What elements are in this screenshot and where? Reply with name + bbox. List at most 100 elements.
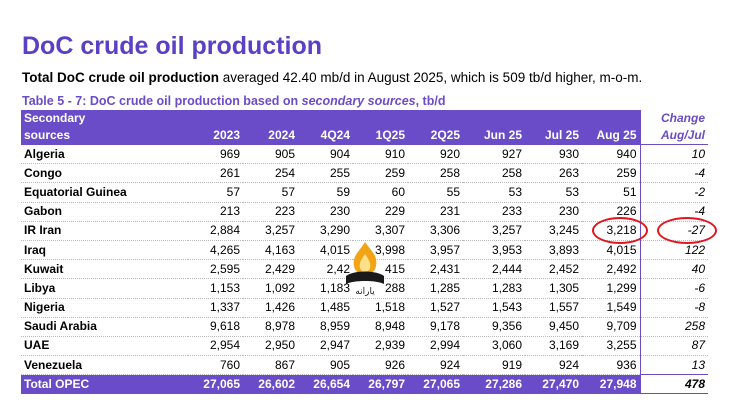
header-col: 2023 [188,127,243,145]
header-blank [582,110,640,127]
value-cell: 254 [243,163,298,184]
value-cell: 231 [408,202,463,222]
country-name: Gabon [21,202,188,222]
header-col: 1Q25 [353,127,408,145]
value-cell: 27,065 [408,374,463,394]
value-cell: 924 [408,355,463,376]
value-cell: 760 [188,355,243,376]
change-cell: 10 [639,144,708,165]
table-row: Venezuela 760 867 905 926 924 919 924 936 13 [21,355,708,376]
value-cell: 2,884 [188,221,243,241]
value-cell: 3,893 [525,240,582,261]
header-change: Change [639,110,708,127]
summary-bold: Total DoC crude oil production [22,70,219,85]
table-row: Nigeria 1,337 1,426 1,485 1,518 1,527 1,543 1,5… [21,298,708,318]
header-col: Jun 25 [463,127,525,145]
table-caption: Table 5 - 7: DoC crude oil production ba… [22,93,445,109]
value-cell: 905 [243,144,298,165]
value-cell: 9,450 [525,317,582,337]
country-name: Nigeria [21,298,188,318]
watermark-logo: یارانه [346,242,384,297]
value-cell: 9,356 [463,317,525,337]
header-row-1: Secondary Change [21,110,708,127]
country-name: Kuwait [21,259,188,280]
value-cell: 27,286 [463,374,525,394]
value-cell: 1,485 [298,298,353,318]
value-cell: 51 [582,182,640,203]
value-cell: 1,527 [408,298,463,318]
value-cell: 2,939 [353,336,408,357]
value-cell: 223 [243,202,298,222]
change-cell: -6 [639,278,708,299]
value-cell: 905 [298,355,353,376]
value-cell: 920 [408,144,463,165]
value-cell: 1,092 [243,278,298,299]
country-name: UAE [21,336,188,357]
value-cell: 1,543 [463,298,525,318]
value-cell: 3,257 [463,221,525,241]
change-cell: -4 [639,163,708,184]
value-cell: 1,183 [298,278,353,299]
value-cell: 8,978 [243,317,298,337]
change-cell: 87 [639,336,708,357]
value-cell: 2,954 [188,336,243,357]
value-cell: 2,492 [582,259,640,280]
value-cell: 4,163 [243,240,298,261]
value-cell: 27,948 [582,374,640,394]
value-cell: 255 [298,163,353,184]
logo-text: یارانه [355,287,375,297]
value-cell: 1,305 [525,278,582,299]
value-cell: 27,470 [525,374,582,394]
country-name: Total OPEC [21,374,188,394]
value-cell: 57 [243,182,298,203]
value-cell: 263 [525,163,582,184]
value-cell: 259 [353,163,408,184]
header-blank [353,110,408,127]
header-blank [188,110,243,127]
header-sources: sources [21,127,188,145]
value-cell: 26,797 [353,374,408,394]
header-blank [243,110,298,127]
value-cell: 2,452 [525,259,582,280]
table-row: Saudi Arabia 9,618 8,978 8,959 8,948 9,178 9,3… [21,317,708,337]
header-blank [463,110,525,127]
value-cell: 3,307 [353,221,408,241]
table-row: Equatorial Guinea 57 57 59 60 55 53 53 51 -2 [21,182,708,203]
change-cell: 122 [639,240,708,261]
value-cell: 288 [353,278,408,299]
value-cell: 258 [408,163,463,184]
header-col: Aug 25 [582,127,640,145]
value-cell: 9,618 [188,317,243,337]
value-cell: 926 [353,355,408,376]
change-cell: -2 [639,182,708,203]
header-col: 4Q24 [298,127,353,145]
value-cell: 261 [188,163,243,184]
value-cell: 2,431 [408,259,463,280]
table-row: Congo 261 254 255 259 258 258 263 259 -4 [21,163,708,184]
value-cell: 924 [525,355,582,376]
country-name: Algeria [21,144,188,165]
country-name: Congo [21,163,188,184]
value-cell: 1,549 [582,298,640,318]
value-cell: 55 [408,182,463,203]
value-cell: 258 [463,163,525,184]
summary-rest: averaged 42.40 mb/d in August 2025, whic… [219,70,643,85]
value-cell: 53 [525,182,582,203]
value-cell: 1,426 [243,298,298,318]
value-cell: 2,950 [243,336,298,357]
value-cell: 3,953 [463,240,525,261]
caption-part1: Table 5 - 7: DoC crude oil production ba… [22,94,302,108]
table-row: Algeria 969 905 904 910 920 927 930 940 10 [21,144,708,165]
value-cell: 3,245 [525,221,582,241]
value-cell: 969 [188,144,243,165]
value-cell: 213 [188,202,243,222]
header-col: 2Q25 [408,127,463,145]
country-name: Saudi Arabia [21,317,188,337]
value-cell: 9,709 [582,317,640,337]
change-cell: 13 [639,355,708,376]
change-cell: 40 [639,259,708,280]
value-cell: 1,557 [525,298,582,318]
value-cell: 230 [525,202,582,222]
header-secondary: Secondary [21,110,188,127]
change-cell: -8 [639,298,708,318]
